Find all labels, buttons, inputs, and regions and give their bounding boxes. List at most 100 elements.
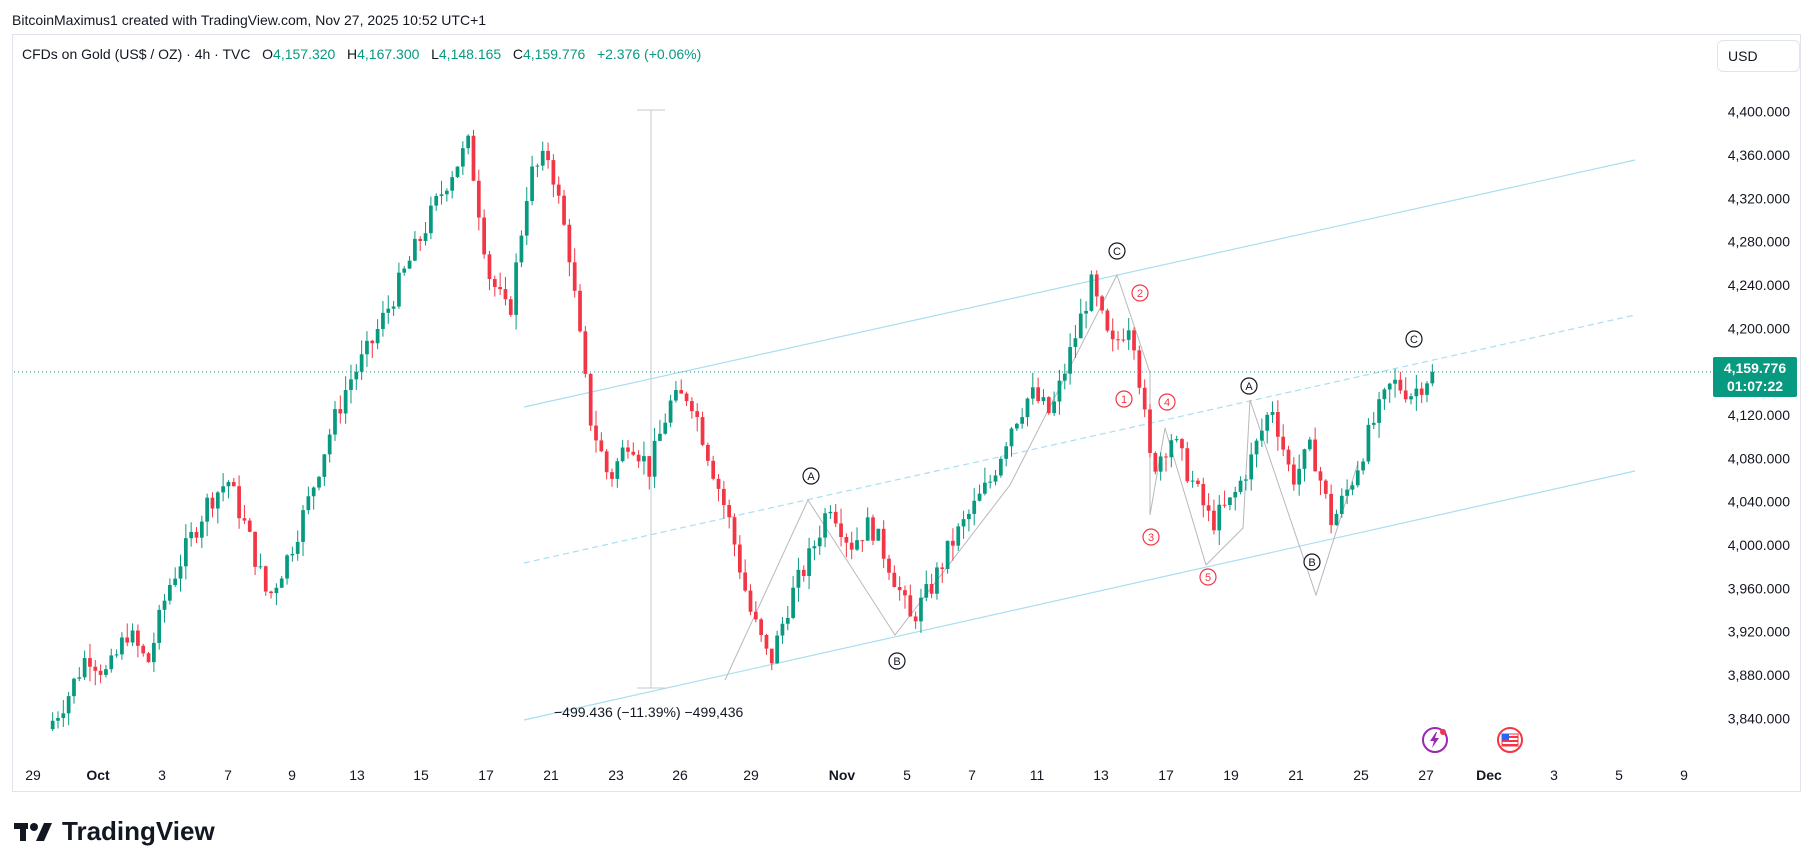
candle-body[interactable] (141, 645, 146, 654)
candle-body[interactable] (833, 511, 838, 524)
candle-body[interactable] (1281, 436, 1286, 450)
candle-body[interactable] (817, 537, 822, 547)
candle-body[interactable] (301, 510, 305, 542)
candle-body[interactable] (924, 584, 929, 598)
candle-body[interactable] (482, 217, 487, 255)
candle-body[interactable] (130, 630, 135, 643)
candle-body[interactable] (578, 290, 582, 332)
candle-body[interactable] (1425, 383, 1429, 395)
wave-label-circle[interactable] (1303, 553, 1321, 571)
candle-body[interactable] (1105, 310, 1110, 331)
candle-body[interactable] (1196, 480, 1200, 484)
candle-body[interactable] (152, 642, 156, 663)
candle-body[interactable] (386, 308, 391, 313)
channel-lower-line[interactable] (523, 470, 1636, 721)
candle-body[interactable] (1025, 398, 1030, 418)
candle-body[interactable] (1094, 274, 1099, 297)
candle-body[interactable] (876, 528, 881, 541)
candle-body[interactable] (407, 260, 412, 269)
candle-body[interactable] (1334, 513, 1339, 526)
candle-body[interactable] (1260, 430, 1264, 441)
candle-body[interactable] (1174, 439, 1179, 441)
candle-body[interactable] (535, 165, 540, 167)
candle-body[interactable] (519, 235, 524, 263)
candle-body[interactable] (524, 201, 529, 236)
candle-body[interactable] (972, 500, 977, 514)
candle-body[interactable] (695, 411, 700, 418)
candle-body[interactable] (700, 417, 705, 445)
candle-body[interactable] (354, 371, 359, 380)
candle-body[interactable] (1057, 380, 1062, 402)
candle-body[interactable] (402, 268, 407, 273)
candle-body[interactable] (492, 279, 497, 288)
wave-label-circle[interactable] (802, 467, 820, 485)
candle-body[interactable] (1078, 313, 1083, 339)
candle-body[interactable] (540, 150, 545, 166)
wave-label-circle[interactable] (1240, 377, 1258, 395)
candle-body[interactable] (72, 678, 76, 697)
candle-body[interactable] (604, 451, 609, 473)
us-flag-icon[interactable] (1496, 726, 1524, 754)
candle-body[interactable] (690, 401, 694, 412)
candle-body[interactable] (359, 354, 364, 372)
candle-body[interactable] (306, 496, 311, 511)
candle-body[interactable] (157, 609, 162, 643)
candle-body[interactable] (221, 486, 225, 493)
candle-body[interactable] (929, 584, 934, 594)
candle-body[interactable] (1361, 461, 1365, 471)
candle-body[interactable] (871, 517, 875, 541)
candle-body[interactable] (189, 531, 194, 539)
candle-body[interactable] (1110, 330, 1115, 340)
candle-body[interactable] (668, 400, 673, 423)
candle-body[interactable] (120, 637, 124, 655)
candle-body[interactable] (508, 299, 513, 315)
candle-body[interactable] (498, 287, 502, 290)
candle-body[interactable] (258, 566, 263, 568)
candle-body[interactable] (647, 456, 652, 477)
candle-body[interactable] (381, 312, 385, 330)
wave-label-circle[interactable] (1199, 568, 1217, 586)
candle-body[interactable] (1212, 510, 1216, 531)
candle-body[interactable] (178, 566, 183, 579)
candle-body[interactable] (1052, 401, 1056, 414)
candle-body[interactable] (455, 166, 460, 178)
candle-body[interactable] (716, 478, 721, 489)
candle-body[interactable] (311, 487, 316, 497)
candle-body[interactable] (205, 497, 210, 522)
candle-body[interactable] (993, 475, 998, 482)
candle-body[interactable] (711, 460, 716, 479)
candle-body[interactable] (615, 461, 620, 479)
candle-body[interactable] (247, 520, 252, 532)
candle-body[interactable] (104, 669, 108, 675)
candle-body[interactable] (263, 566, 268, 592)
candle-body[interactable] (375, 329, 380, 344)
candle-body[interactable] (1062, 373, 1067, 381)
candle-body[interactable] (1318, 471, 1323, 481)
candle-body[interactable] (279, 578, 284, 588)
candle-body[interactable] (721, 488, 726, 506)
candle-body[interactable] (466, 135, 471, 149)
candle-body[interactable] (1020, 417, 1025, 424)
candle-body[interactable] (1302, 449, 1307, 469)
candle-body[interactable] (434, 195, 439, 206)
candle-body[interactable] (706, 444, 710, 461)
candle-body[interactable] (892, 572, 897, 588)
candle-body[interactable] (753, 611, 758, 620)
candle-body[interactable] (1398, 379, 1403, 391)
candle-body[interactable] (546, 150, 550, 161)
candle-body[interactable] (1355, 470, 1360, 486)
candle-body[interactable] (1116, 339, 1120, 341)
candle-body[interactable] (109, 655, 114, 670)
candle-body[interactable] (349, 379, 353, 391)
candle-body[interactable] (1185, 448, 1190, 482)
candle-body[interactable] (370, 340, 375, 344)
candle-body[interactable] (333, 409, 337, 435)
wave-label-circle[interactable] (1158, 393, 1176, 411)
candle-body[interactable] (919, 597, 923, 622)
candle-body[interactable] (1217, 504, 1222, 531)
wave-label-circle[interactable] (888, 652, 906, 670)
candle-body[interactable] (860, 540, 865, 542)
candle-body[interactable] (961, 519, 966, 527)
candle-body[interactable] (253, 531, 257, 567)
candle-body[interactable] (556, 184, 561, 196)
